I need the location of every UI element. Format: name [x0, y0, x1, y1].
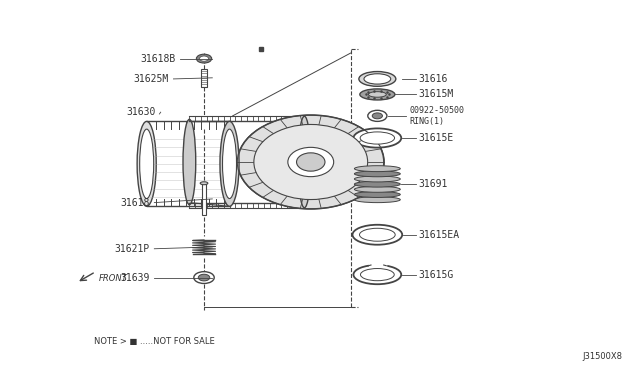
Text: 00922-50500
RING(1): 00922-50500 RING(1) — [409, 106, 464, 125]
Text: FRONT: FRONT — [99, 273, 127, 282]
Ellipse shape — [355, 176, 400, 182]
Ellipse shape — [223, 129, 237, 199]
Ellipse shape — [183, 119, 196, 205]
Ellipse shape — [296, 153, 325, 171]
Ellipse shape — [360, 269, 394, 281]
Ellipse shape — [355, 186, 400, 192]
Circle shape — [372, 113, 383, 119]
Ellipse shape — [360, 89, 395, 100]
Circle shape — [198, 274, 210, 281]
Text: 31639: 31639 — [120, 273, 150, 283]
Text: 31618B: 31618B — [140, 54, 175, 64]
Circle shape — [200, 56, 209, 61]
Ellipse shape — [237, 115, 384, 209]
Ellipse shape — [360, 132, 394, 144]
Text: J31500X8: J31500X8 — [582, 352, 623, 361]
Text: 31625M: 31625M — [134, 74, 169, 84]
Ellipse shape — [353, 265, 401, 284]
Ellipse shape — [359, 71, 396, 86]
Ellipse shape — [220, 121, 239, 206]
Text: 31618: 31618 — [120, 198, 150, 208]
Circle shape — [196, 54, 212, 63]
Bar — [201, 69, 207, 87]
Text: 31615M: 31615M — [419, 89, 454, 99]
Ellipse shape — [355, 197, 400, 203]
Text: 31615E: 31615E — [419, 133, 454, 143]
Ellipse shape — [288, 147, 333, 177]
Text: 31616: 31616 — [419, 74, 448, 84]
Text: 31621P: 31621P — [115, 244, 150, 254]
Text: 31630: 31630 — [127, 107, 156, 117]
Ellipse shape — [137, 121, 156, 206]
Ellipse shape — [364, 74, 391, 84]
Ellipse shape — [355, 171, 400, 177]
Ellipse shape — [369, 92, 387, 97]
Circle shape — [368, 110, 387, 121]
Text: 31615EA: 31615EA — [419, 230, 460, 240]
Circle shape — [194, 272, 214, 283]
Ellipse shape — [254, 125, 367, 199]
Ellipse shape — [298, 116, 311, 208]
Ellipse shape — [353, 128, 401, 148]
Text: NOTE > ■ .....NOT FOR SALE: NOTE > ■ .....NOT FOR SALE — [94, 337, 214, 346]
Text: 31615G: 31615G — [419, 270, 454, 280]
Ellipse shape — [355, 192, 400, 198]
Bar — [202, 183, 206, 215]
Ellipse shape — [140, 129, 154, 199]
Ellipse shape — [200, 182, 208, 185]
Ellipse shape — [353, 225, 402, 245]
Text: 31691: 31691 — [419, 179, 448, 189]
Ellipse shape — [355, 166, 400, 171]
Ellipse shape — [360, 228, 395, 241]
Ellipse shape — [355, 181, 400, 187]
